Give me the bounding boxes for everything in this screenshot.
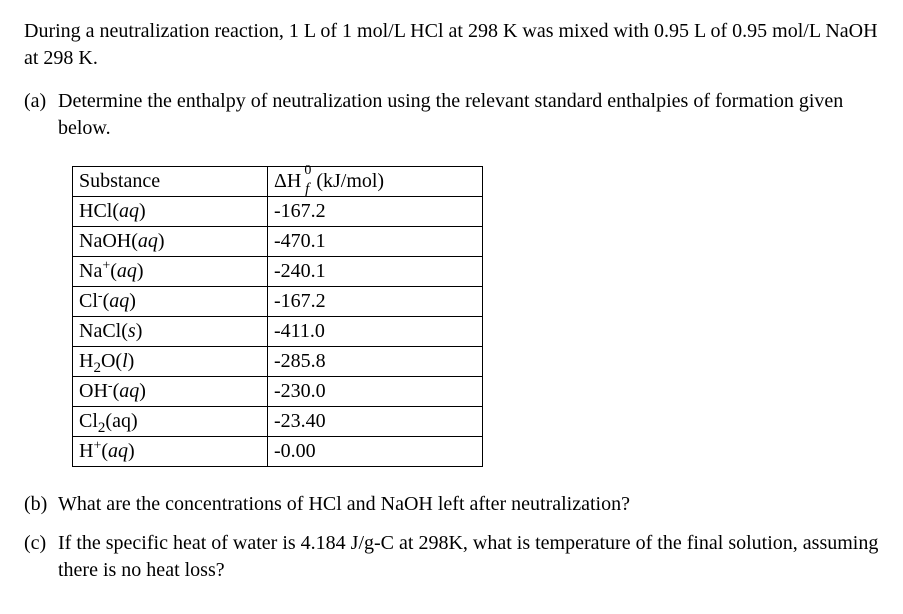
header-value: ΔH0f (kJ/mol) (268, 167, 483, 197)
table-row: Cl-(aq) -167.2 (73, 287, 483, 317)
cell-substance: NaCl(s) (73, 317, 268, 347)
cell-value: -230.0 (268, 377, 483, 407)
cell-value: -470.1 (268, 227, 483, 257)
enthalpy-table: Substance ΔH0f (kJ/mol) HCl(aq) -167.2 N… (72, 166, 483, 467)
cell-value: -285.8 (268, 347, 483, 377)
cell-substance: HCl(aq) (73, 197, 268, 227)
table-row: H2O(l) -285.8 (73, 347, 483, 377)
header-substance: Substance (73, 167, 268, 197)
header-unit: (kJ/mol) (316, 170, 384, 192)
part-c-text: If the specific heat of water is 4.184 J… (58, 530, 879, 584)
cell-value: -167.2 (268, 287, 483, 317)
part-c: (c) If the specific heat of water is 4.1… (24, 530, 879, 584)
part-b-label: (b) (24, 491, 58, 518)
table-row: NaCl(s) -411.0 (73, 317, 483, 347)
problem-intro: During a neutralization reaction, 1 L of… (24, 18, 879, 72)
part-a: (a) Determine the enthalpy of neutraliza… (24, 88, 879, 142)
cell-substance: H+(aq) (73, 437, 268, 467)
cell-value: -23.40 (268, 407, 483, 437)
table-row: Cl2(aq) -23.40 (73, 407, 483, 437)
cell-substance: Cl2(aq) (73, 407, 268, 437)
table-row: OH-(aq) -230.0 (73, 377, 483, 407)
enthalpy-table-container: Substance ΔH0f (kJ/mol) HCl(aq) -167.2 N… (72, 166, 879, 467)
part-b-text: What are the concentrations of HCl and N… (58, 491, 879, 518)
table-row: H+(aq) -0.00 (73, 437, 483, 467)
table-header-row: Substance ΔH0f (kJ/mol) (73, 167, 483, 197)
cell-substance: Cl-(aq) (73, 287, 268, 317)
part-a-label: (a) (24, 88, 58, 142)
table-row: NaOH(aq) -470.1 (73, 227, 483, 257)
table-row: HCl(aq) -167.2 (73, 197, 483, 227)
cell-substance: NaOH(aq) (73, 227, 268, 257)
cell-substance: Na+(aq) (73, 257, 268, 287)
part-c-label: (c) (24, 530, 58, 584)
part-a-text: Determine the enthalpy of neutralization… (58, 88, 879, 142)
cell-value: -411.0 (268, 317, 483, 347)
cell-value: -240.1 (268, 257, 483, 287)
cell-substance: H2O(l) (73, 347, 268, 377)
cell-substance: OH-(aq) (73, 377, 268, 407)
part-b: (b) What are the concentrations of HCl a… (24, 491, 879, 518)
table-row: Na+(aq) -240.1 (73, 257, 483, 287)
cell-value: -0.00 (268, 437, 483, 467)
cell-value: -167.2 (268, 197, 483, 227)
